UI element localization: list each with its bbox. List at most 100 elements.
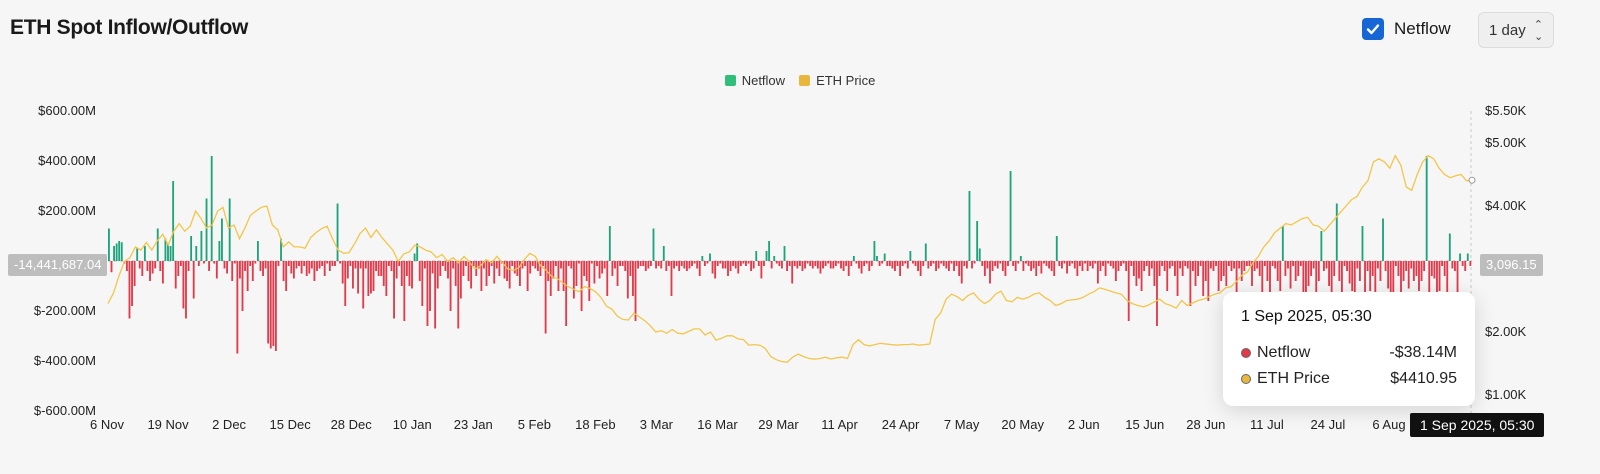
netflow-bar <box>1323 261 1325 271</box>
y-right-tick-label: $1.00K <box>1485 387 1527 402</box>
netflow-bar <box>203 261 205 264</box>
netflow-bar <box>167 243 169 261</box>
netflow-bar <box>141 261 144 276</box>
netflow-bar <box>742 261 745 264</box>
netflow-bar <box>413 253 416 261</box>
netflow-bar <box>277 261 280 266</box>
netflow-bar <box>1140 261 1143 291</box>
netflow-bar <box>629 261 632 276</box>
netflow-bar <box>1310 261 1313 276</box>
netflow-bar <box>560 261 562 269</box>
netflow-bar <box>750 261 753 271</box>
netflow-bar <box>650 261 652 266</box>
legend-item-eth-price[interactable]: ETH Price <box>799 73 875 88</box>
y-left-tick-label: $600.00M <box>38 103 96 118</box>
x-tick-label: 24 Apr <box>882 417 920 432</box>
netflow-bar <box>1179 261 1182 269</box>
netflow-bar <box>223 261 226 269</box>
netflow-bar <box>1407 261 1410 289</box>
netflow-bar <box>136 248 139 261</box>
netflow-bar <box>1369 261 1372 291</box>
y-left-tick-label: $-200.00M <box>34 303 96 318</box>
eth-price-point <box>1468 176 1476 184</box>
netflow-bar <box>349 261 352 266</box>
netflow-bar <box>1215 261 1217 266</box>
netflow-bar <box>760 261 763 279</box>
netflow-bar <box>1389 261 1392 301</box>
netflow-bar <box>737 261 740 274</box>
netflow-bar <box>1073 261 1076 269</box>
netflow-bar <box>590 261 593 264</box>
netflow-bar <box>1469 261 1472 266</box>
netflow-bar <box>804 261 806 269</box>
netflow-bar <box>1451 261 1454 269</box>
netflow-bar <box>919 261 922 276</box>
netflow-bar <box>755 251 758 261</box>
netflow-bar <box>1412 261 1415 281</box>
netflow-bar <box>1459 253 1462 261</box>
interval-select[interactable]: 1 day ⌃ ⌃ <box>1478 12 1554 48</box>
netflow-bar <box>1374 261 1377 309</box>
netflow-bar <box>1166 261 1169 291</box>
netflow-bar <box>151 261 154 274</box>
netflow-bar <box>757 261 760 266</box>
y-right-tick-label: $5.50K <box>1485 103 1527 118</box>
legend-item-netflow[interactable]: Netflow <box>724 73 785 88</box>
netflow-bar <box>113 246 115 261</box>
netflow-bar <box>619 261 622 266</box>
netflow-bar <box>614 261 616 269</box>
netflow-bar <box>187 261 190 271</box>
netflow-bar <box>1366 261 1369 271</box>
netflow-bar <box>1084 261 1086 264</box>
netflow-bar <box>729 261 732 271</box>
netflow-bar <box>1171 261 1174 266</box>
netflow-bar <box>896 261 899 266</box>
netflow-bar <box>1035 261 1038 276</box>
netflow-bar <box>282 261 285 281</box>
netflow-bar <box>606 261 609 296</box>
netflow-bar <box>927 261 930 269</box>
netflow-bar <box>1030 261 1033 271</box>
netflow-bar <box>1061 261 1063 269</box>
netflow-bar <box>1297 261 1300 276</box>
netflow-bar <box>370 261 372 294</box>
netflow-bar <box>323 261 326 276</box>
netflow-bar <box>352 261 354 289</box>
netflow-bar <box>1351 261 1354 291</box>
netflow-bar <box>393 261 395 319</box>
x-tick-label: 24 Jul <box>1311 417 1346 432</box>
netflow-bar <box>1194 261 1197 286</box>
x-tick-label: 3 Mar <box>640 417 674 432</box>
netflow-bar <box>588 261 591 301</box>
netflow-bar <box>847 261 850 276</box>
netflow-bar <box>511 261 514 266</box>
netflow-bar <box>562 261 565 291</box>
netflow-bar <box>1423 261 1426 271</box>
netflow-bar <box>912 261 914 264</box>
netflow-bar <box>675 261 678 266</box>
netflow-bar <box>691 261 693 266</box>
netflow-bar <box>845 261 848 266</box>
chevron-updown-icon: ⌃ ⌃ <box>1533 19 1543 42</box>
netflow-bar <box>999 261 1002 264</box>
netflow-bar <box>1456 261 1459 319</box>
netflow-bar <box>1251 261 1253 286</box>
netflow-bar <box>1120 261 1122 266</box>
netflow-bar <box>1143 261 1146 271</box>
netflow-bar <box>647 261 650 269</box>
netflow-bar <box>380 261 383 276</box>
netflow-checkbox[interactable] <box>1362 18 1384 40</box>
netflow-bar <box>868 261 871 271</box>
netflow-bar <box>1114 261 1117 281</box>
netflow-bar <box>1279 261 1282 291</box>
netflow-bar <box>480 261 483 291</box>
netflow-bar <box>1405 261 1408 271</box>
netflow-bar <box>485 261 488 286</box>
netflow-bar <box>1220 261 1223 281</box>
netflow-bar <box>1199 261 1202 266</box>
netflow-bar <box>1274 261 1277 269</box>
netflow-bar <box>1001 261 1004 271</box>
netflow-bar <box>637 261 640 269</box>
netflow-toggle[interactable]: Netflow <box>1362 18 1451 40</box>
